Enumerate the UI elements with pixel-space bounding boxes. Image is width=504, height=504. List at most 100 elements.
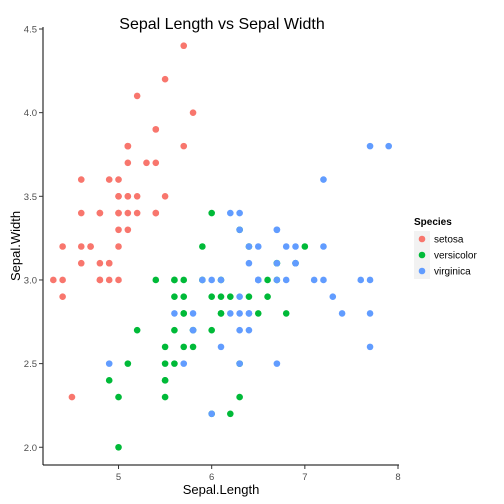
data-points — [50, 42, 392, 451]
data-point-setosa — [77, 209, 85, 217]
data-point-versicolor — [161, 343, 169, 351]
data-point-setosa — [105, 276, 113, 284]
data-point-versicolor — [236, 393, 243, 401]
data-point-setosa — [115, 193, 122, 200]
y-axis-ticks: 2.0 2.5 3.0 3.5 4.0 4.5 — [24, 25, 43, 454]
data-point-setosa — [161, 193, 169, 200]
y-tick-label: 2.5 — [24, 359, 37, 370]
data-point-virginica — [236, 326, 243, 334]
data-point-virginica — [273, 276, 281, 284]
data-point-versicolor — [282, 310, 290, 317]
data-point-virginica — [320, 276, 327, 284]
data-point-virginica — [189, 310, 197, 317]
data-point-setosa — [133, 193, 141, 200]
data-point-virginica — [366, 276, 374, 284]
data-point-virginica — [171, 310, 178, 317]
data-point-setosa — [77, 259, 85, 267]
data-point-setosa — [96, 259, 104, 267]
data-point-versicolor — [301, 243, 309, 250]
data-point-versicolor — [208, 209, 215, 217]
data-point-virginica — [338, 310, 346, 317]
data-point-setosa — [115, 226, 122, 234]
data-point-virginica — [282, 243, 290, 250]
data-point-virginica — [320, 243, 327, 250]
data-point-virginica — [217, 343, 225, 351]
data-point-virginica — [189, 326, 197, 334]
data-point-setosa — [96, 276, 104, 284]
data-point-setosa — [105, 259, 113, 267]
y-axis-title: Sepal.Width — [8, 211, 23, 281]
data-point-virginica — [236, 360, 243, 367]
data-point-versicolor — [105, 377, 113, 384]
x-tick-label: 8 — [395, 472, 400, 483]
legend: Species setosa versicolor virginica — [414, 217, 477, 279]
data-point-versicolor — [227, 410, 234, 418]
x-tick-label: 5 — [116, 472, 121, 483]
legend-key-virginica — [418, 267, 426, 275]
data-point-setosa — [115, 209, 122, 217]
legend-label-virginica: virginica — [434, 267, 471, 278]
data-point-versicolor — [171, 293, 178, 300]
data-point-setosa — [96, 209, 104, 217]
data-point-versicolor — [217, 310, 225, 317]
data-point-versicolor — [171, 326, 178, 334]
data-point-virginica — [292, 259, 299, 267]
data-point-virginica — [236, 293, 243, 300]
x-axis-ticks: 5 6 7 8 — [116, 465, 401, 483]
data-point-versicolor — [161, 377, 169, 384]
data-point-versicolor — [264, 276, 271, 284]
data-point-virginica — [199, 276, 206, 284]
data-point-setosa — [124, 159, 132, 167]
data-point-versicolor — [189, 343, 197, 351]
data-point-virginica — [236, 209, 243, 217]
data-point-virginica — [366, 310, 374, 317]
data-point-virginica — [254, 276, 262, 284]
data-point-virginica — [245, 243, 253, 250]
legend-key-versicolor — [418, 251, 426, 259]
data-point-setosa — [50, 276, 57, 284]
data-point-setosa — [133, 92, 141, 100]
y-tick-label: 3.5 — [24, 192, 37, 203]
chart-title: Sepal Length vs Sepal Width — [119, 16, 324, 33]
data-point-setosa — [77, 243, 85, 250]
data-point-setosa — [68, 393, 76, 401]
legend-label-versicolor: versicolor — [434, 251, 477, 262]
data-point-setosa — [59, 293, 66, 300]
data-point-setosa — [189, 109, 197, 116]
y-tick-label: 4.5 — [24, 25, 37, 36]
data-point-versicolor — [208, 293, 215, 300]
data-point-setosa — [180, 142, 188, 150]
data-point-versicolor — [161, 393, 169, 401]
data-point-setosa — [124, 209, 132, 217]
x-axis-title: Sepal.Length — [183, 482, 260, 497]
data-point-virginica — [245, 310, 253, 317]
data-point-setosa — [59, 243, 66, 250]
legend-title: Species — [414, 217, 452, 228]
data-point-versicolor — [180, 343, 188, 351]
data-point-virginica — [366, 343, 374, 351]
data-point-virginica — [236, 310, 243, 317]
data-point-setosa — [87, 243, 94, 250]
data-point-versicolor — [180, 276, 188, 284]
data-point-versicolor — [254, 310, 262, 317]
data-point-versicolor — [152, 276, 160, 284]
data-point-versicolor — [264, 293, 271, 300]
x-tick-label: 7 — [302, 472, 307, 483]
legend-items: setosa versicolor virginica — [414, 231, 477, 279]
legend-label-setosa: setosa — [434, 235, 464, 246]
data-point-versicolor — [180, 310, 188, 317]
data-point-virginica — [208, 276, 215, 284]
data-point-versicolor — [245, 293, 253, 300]
data-point-versicolor — [115, 443, 122, 451]
legend-key-setosa — [418, 235, 426, 243]
data-point-virginica — [292, 243, 299, 250]
data-point-setosa — [180, 42, 188, 50]
y-tick-label: 4.0 — [24, 108, 37, 119]
data-point-versicolor — [133, 326, 141, 334]
data-point-virginica — [282, 276, 290, 284]
data-point-versicolor — [227, 293, 234, 300]
x-tick-label: 6 — [209, 472, 214, 483]
data-point-virginica — [245, 259, 253, 267]
data-point-virginica — [217, 276, 225, 284]
data-point-versicolor — [208, 326, 215, 334]
